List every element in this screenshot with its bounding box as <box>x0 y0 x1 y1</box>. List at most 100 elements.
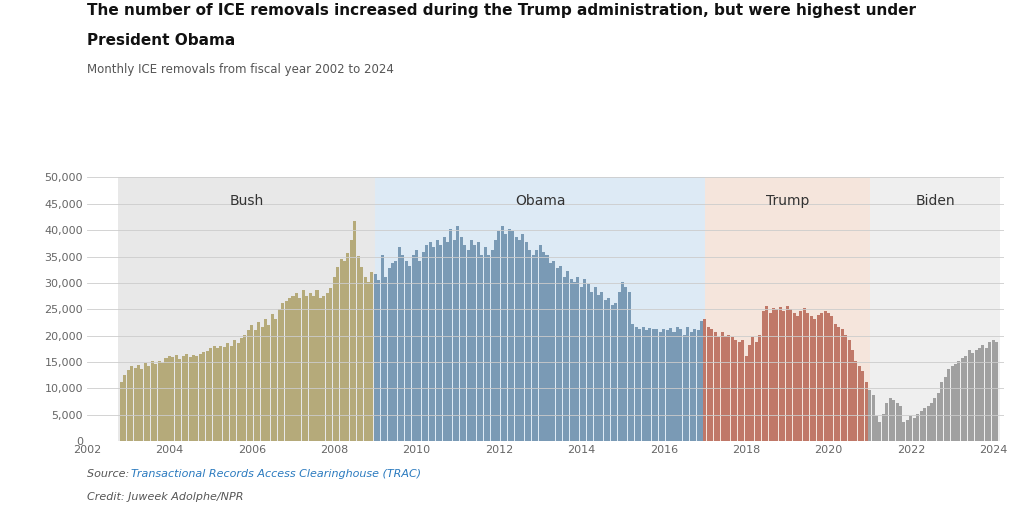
Bar <box>981 345 984 441</box>
Bar <box>841 330 844 441</box>
Bar <box>168 356 171 441</box>
Bar <box>991 340 994 441</box>
Bar <box>810 316 813 441</box>
Bar <box>642 327 645 441</box>
Bar <box>906 420 909 441</box>
Bar <box>175 355 178 441</box>
Bar <box>233 340 237 441</box>
Bar <box>240 338 243 441</box>
Bar <box>920 411 923 441</box>
Bar <box>584 279 587 441</box>
Bar <box>477 242 480 441</box>
Bar <box>975 350 978 441</box>
Bar <box>504 234 507 441</box>
Bar <box>439 245 442 441</box>
Bar <box>714 332 717 441</box>
Bar <box>209 348 212 441</box>
Bar <box>772 308 775 441</box>
Bar <box>244 335 247 441</box>
Bar <box>724 336 727 441</box>
Bar <box>442 236 445 441</box>
Bar <box>371 272 374 441</box>
Bar <box>614 303 617 441</box>
Bar <box>387 268 390 441</box>
Bar <box>834 324 837 441</box>
Text: Credit: Juweek Adolphe/NPR: Credit: Juweek Adolphe/NPR <box>87 492 244 502</box>
Bar <box>191 355 195 441</box>
Bar <box>515 236 517 441</box>
Bar <box>590 293 593 441</box>
Bar <box>957 361 961 441</box>
Bar <box>679 330 682 441</box>
Bar <box>848 340 851 441</box>
Bar <box>260 327 263 441</box>
Text: Transactional Records Access Clearinghouse (TRAC): Transactional Records Access Clearinghou… <box>131 469 421 479</box>
Bar <box>196 356 199 441</box>
Bar <box>508 229 511 441</box>
Bar <box>302 291 305 441</box>
Text: President Obama: President Obama <box>87 33 236 48</box>
Bar <box>229 346 232 441</box>
Bar <box>752 337 755 441</box>
Bar <box>282 304 285 441</box>
Bar <box>298 298 301 441</box>
Bar <box>610 305 613 441</box>
Bar <box>871 395 874 441</box>
Bar <box>470 240 473 441</box>
Bar <box>137 365 140 441</box>
Bar <box>165 358 168 441</box>
Bar <box>216 348 219 441</box>
Bar <box>350 240 353 441</box>
Bar <box>123 375 126 441</box>
Bar <box>933 398 936 441</box>
Bar <box>879 422 882 441</box>
Bar <box>473 245 476 441</box>
Bar <box>257 322 260 441</box>
Bar <box>336 267 339 441</box>
Bar <box>360 267 364 441</box>
Bar <box>597 295 600 441</box>
Bar <box>401 256 404 441</box>
Bar <box>226 343 229 441</box>
Bar <box>625 287 628 441</box>
Bar <box>463 245 466 441</box>
Bar <box>838 327 841 441</box>
Bar <box>628 293 631 441</box>
Bar <box>717 337 720 441</box>
Bar <box>902 422 905 441</box>
Bar <box>803 308 806 441</box>
Bar <box>663 330 666 441</box>
Bar <box>422 252 425 441</box>
Bar <box>412 256 415 441</box>
Bar <box>961 358 964 441</box>
Bar <box>161 363 164 441</box>
Bar <box>705 177 869 441</box>
Text: Biden: Biden <box>915 194 954 208</box>
Bar <box>490 250 494 441</box>
Bar <box>676 327 679 441</box>
Bar <box>851 350 854 441</box>
Bar <box>923 409 926 441</box>
Bar <box>501 226 504 441</box>
Bar <box>483 247 486 441</box>
Bar <box>762 311 765 441</box>
Bar <box>690 332 692 441</box>
Bar <box>381 256 384 441</box>
Bar <box>858 366 861 441</box>
Bar <box>130 366 133 441</box>
Bar <box>782 311 785 441</box>
Bar <box>741 340 744 441</box>
Bar <box>988 343 991 441</box>
Bar <box>323 296 326 441</box>
Bar <box>158 361 161 441</box>
Bar <box>793 313 796 441</box>
Bar <box>539 245 542 441</box>
Bar <box>435 240 438 441</box>
Bar <box>144 363 146 441</box>
Bar <box>937 392 940 441</box>
Bar <box>536 250 539 441</box>
Bar <box>295 293 298 441</box>
Bar <box>467 250 470 441</box>
Bar <box>968 350 971 441</box>
Bar <box>658 332 662 441</box>
